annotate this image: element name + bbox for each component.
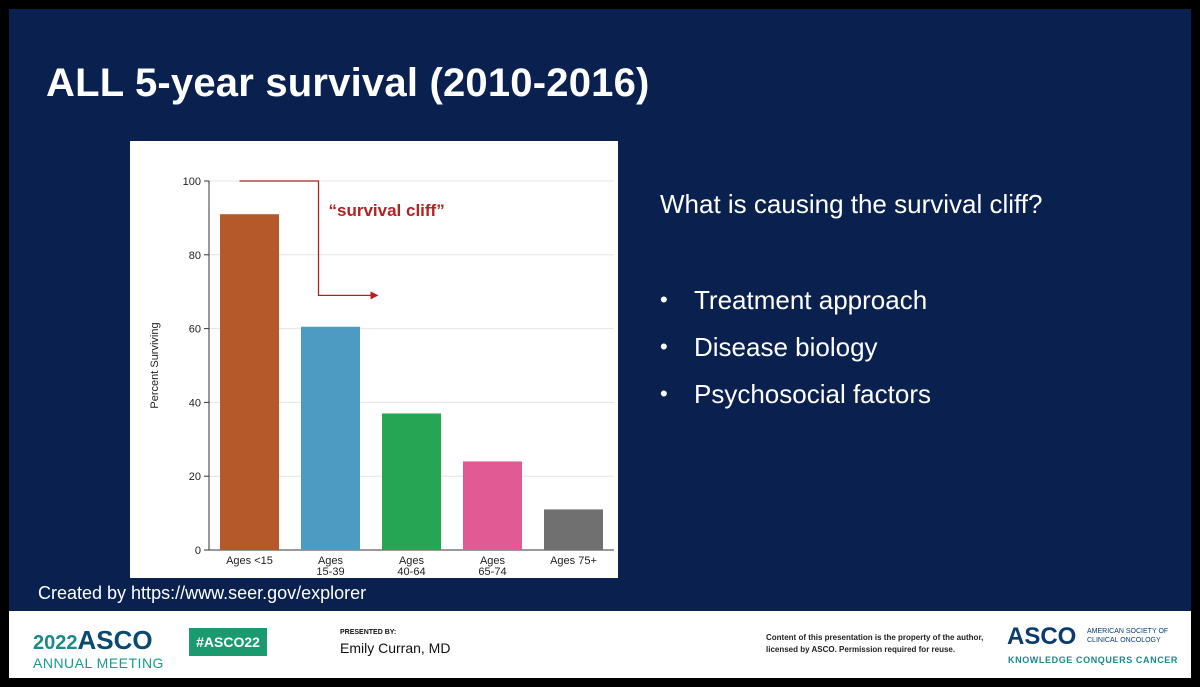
asco-tagline: KNOWLEDGE CONQUERS CANCER (1008, 655, 1179, 665)
bullet-dot-icon: • (660, 381, 668, 406)
bullet-item: • Disease biology (660, 328, 931, 375)
y-tick-label: 100 (183, 176, 201, 188)
meeting-brand: ASCO (77, 625, 153, 655)
cliff-arrow-line (239, 180, 374, 297)
cliff-annotation-label: “survival cliff” (329, 201, 445, 220)
x-tick-label: Ages 75+ (550, 555, 597, 567)
asco-society-name: AMERICAN SOCIETY OF CLINICAL ONCOLOGY (1087, 628, 1169, 644)
asco-logo: ASCO (1007, 623, 1077, 650)
bullet-text: Psychosocial factors (694, 379, 931, 409)
x-tick-label: 65-74 (478, 566, 506, 578)
meeting-year: 2022 (33, 632, 78, 654)
y-tick-label: 40 (189, 397, 201, 409)
copyright-disclaimer: Content of this presentation is the prop… (766, 633, 984, 654)
x-tick-label: Ages (480, 555, 506, 567)
x-tick-label: Ages <15 (226, 555, 273, 567)
presented-by-label: PRESENTED BY: (340, 629, 397, 636)
y-axis-label: Percent Surviving (149, 322, 161, 408)
bullet-text: Disease biology (694, 332, 878, 362)
x-tick-label: 40-64 (397, 566, 425, 578)
survival-chart: 0 20 40 60 80 100 Percent Surviving Ages <15 Age… (130, 141, 618, 578)
bar-chart-svg: 0 20 40 60 80 100 Percent Surviving Ages <15 Age… (149, 176, 614, 578)
source-credit: Created by https://www.seer.gov/explorer (38, 583, 367, 603)
bar (382, 413, 441, 550)
slide-title: ALL 5-year survival (2010-2016) (46, 61, 650, 105)
hashtag-badge: #ASCO22 (189, 628, 267, 656)
y-tick-label: 20 (189, 471, 201, 483)
y-tick-label: 0 (195, 545, 201, 557)
x-tick-label: Ages (399, 555, 425, 567)
cliff-arrow-head-icon (370, 291, 379, 300)
bar (220, 214, 279, 550)
meeting-subtitle: ANNUAL MEETING (33, 655, 164, 671)
x-tick-label: Ages (318, 555, 344, 567)
y-tick-label: 60 (189, 324, 201, 336)
slide: ALL 5-year survival (2010-2016) 0 20 40 60 8… (9, 9, 1191, 678)
bullet-item: • Treatment approach (660, 281, 931, 328)
footer-bar: 2022ASCO ANNUAL MEETING #ASCO22 PRESENTE… (9, 611, 1191, 678)
bullet-dot-icon: • (660, 334, 668, 359)
bullet-item: • Psychosocial factors (660, 375, 931, 422)
meeting-logo: 2022ASCO (33, 625, 153, 656)
y-tick-label: 80 (189, 250, 201, 262)
question-text: What is causing the survival cliff? (660, 189, 1043, 219)
bar (301, 326, 360, 550)
x-tick-label: 15-39 (316, 566, 344, 578)
bar (463, 461, 522, 550)
bullet-dot-icon: • (660, 287, 668, 312)
bullet-list: • Treatment approach • Disease biology • Ps… (660, 281, 931, 422)
presenter-name: Emily Curran, MD (340, 640, 451, 656)
bar (544, 509, 603, 550)
bullet-text: Treatment approach (694, 285, 928, 315)
